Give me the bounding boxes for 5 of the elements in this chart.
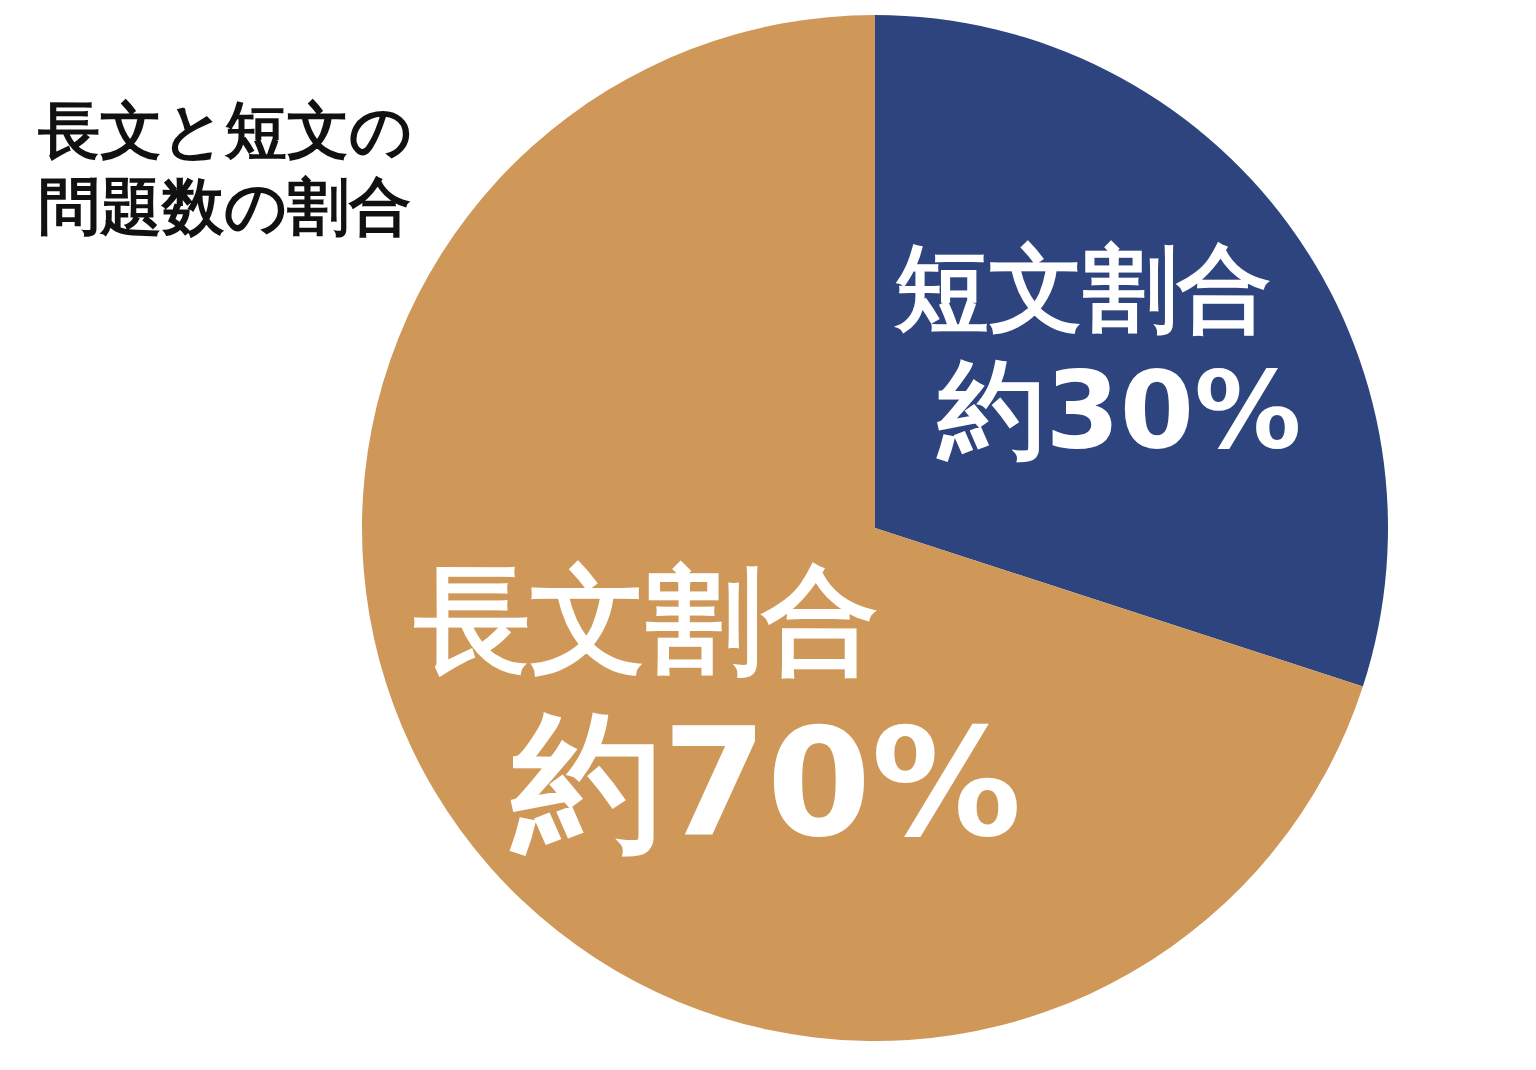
slice-label: 短文割合 xyxy=(892,234,1271,344)
slice-label: 長文割合 xyxy=(413,552,879,688)
data-label: 約30% xyxy=(936,348,1302,473)
text: 長文と短文の問題数の割合 xyxy=(37,93,412,243)
data-label: 約70% xyxy=(509,695,1022,870)
